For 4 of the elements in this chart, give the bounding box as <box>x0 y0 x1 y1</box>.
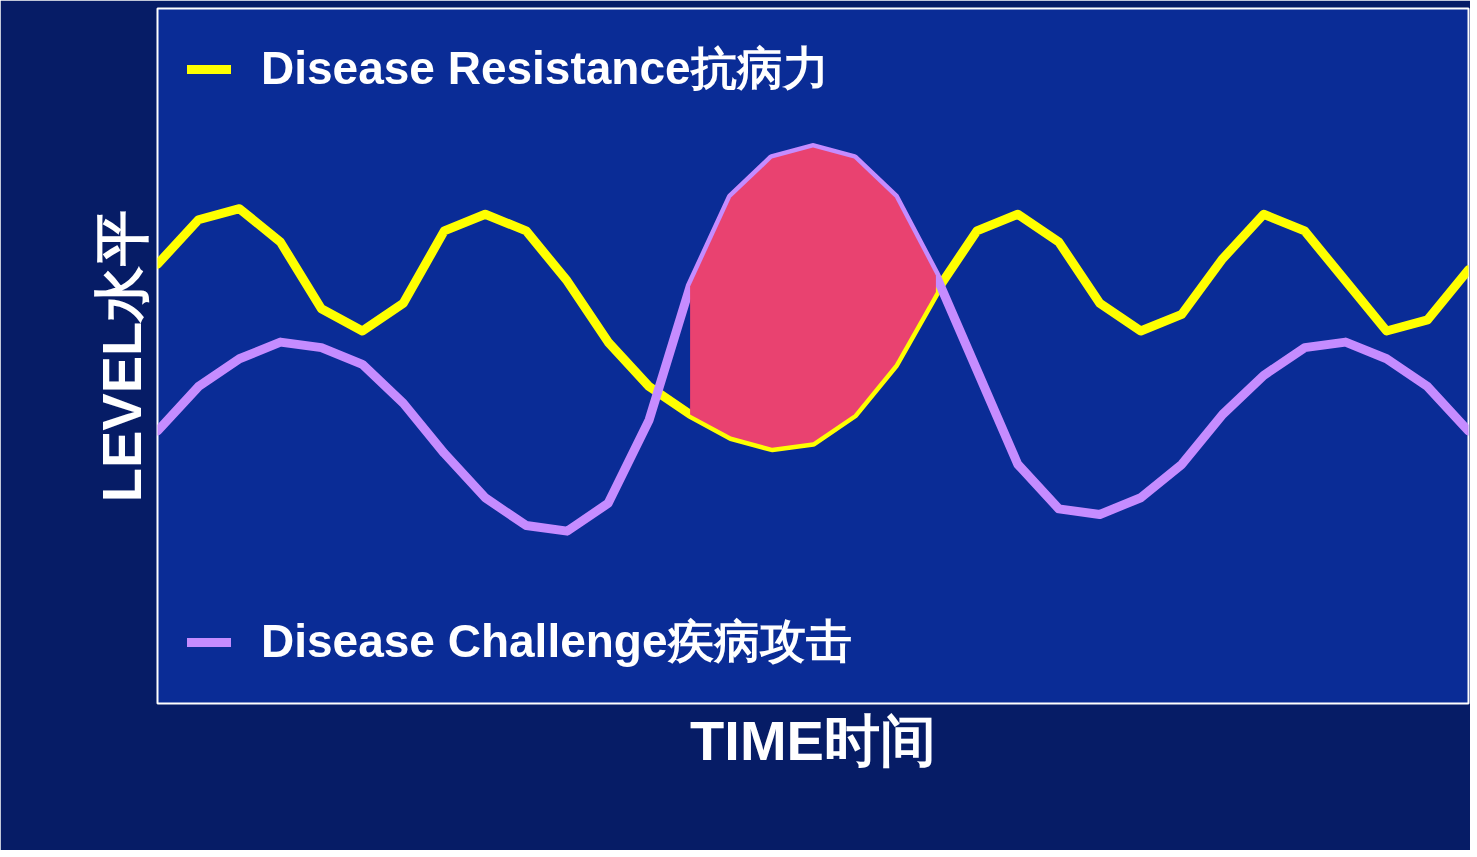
y-axis-title: LEVEL水平 <box>89 209 153 503</box>
legend-label: Disease Resistance抗病力 <box>261 41 829 96</box>
x-axis-title: TIME时间 <box>690 708 936 772</box>
legend-label: Disease Challenge疾病攻击 <box>261 614 852 669</box>
